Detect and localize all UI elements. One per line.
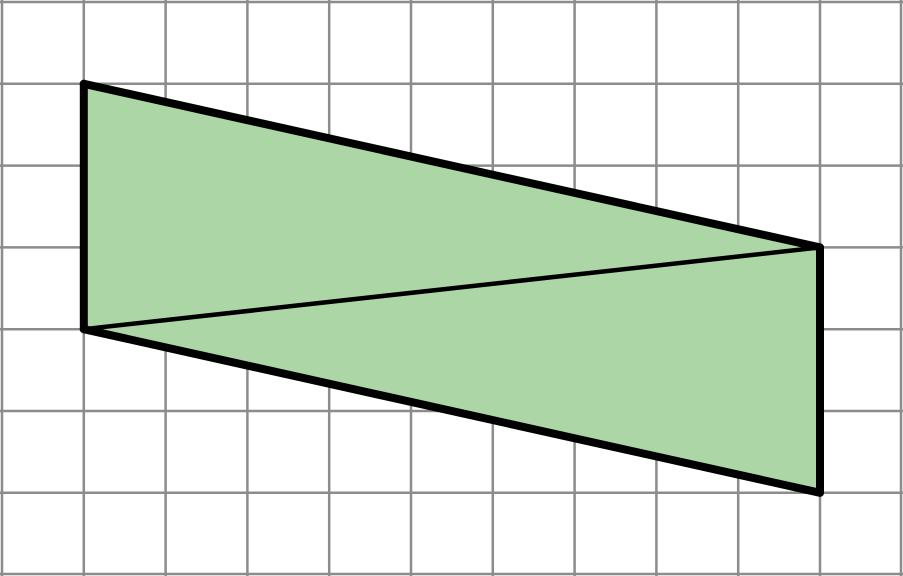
diagonal-line (81, 245, 823, 332)
parallelogram-edge (79, 79, 824, 252)
parallelogram-edge (79, 325, 824, 497)
parallelogram-outline (79, 79, 824, 497)
